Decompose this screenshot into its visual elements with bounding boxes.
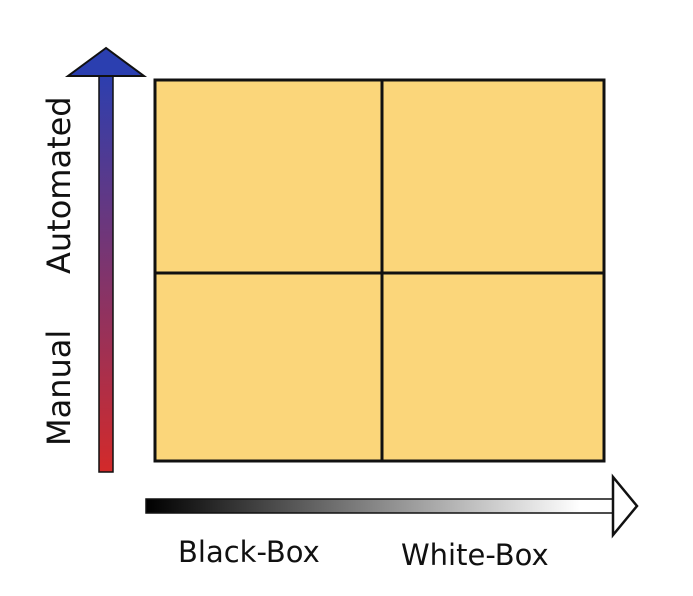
y-axis-high-label: Automated — [40, 96, 78, 274]
vertical-arrowhead — [64, 46, 148, 77]
horizontal-arrowhead — [611, 473, 639, 539]
quadrant-bottom-left — [153, 271, 384, 463]
quadrant-top-right — [380, 78, 606, 275]
quadrant-top-left — [153, 78, 384, 275]
horizontal-axis-arrow — [145, 473, 639, 539]
vertical-axis-arrow — [64, 46, 148, 473]
x-axis-low-label: Black-Box — [178, 535, 320, 569]
vertical-arrow-shaft — [98, 71, 114, 473]
quadrant-grid — [153, 78, 606, 463]
horizontal-arrow-shaft — [145, 498, 619, 514]
quadrant-bottom-right — [380, 271, 606, 463]
x-axis-high-label: White-Box — [401, 538, 549, 572]
y-axis-low-label: Manual — [40, 330, 78, 446]
